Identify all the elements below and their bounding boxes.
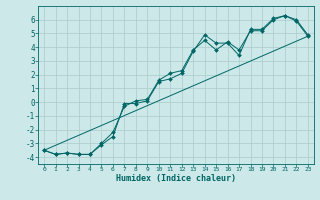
X-axis label: Humidex (Indice chaleur): Humidex (Indice chaleur) [116,174,236,183]
